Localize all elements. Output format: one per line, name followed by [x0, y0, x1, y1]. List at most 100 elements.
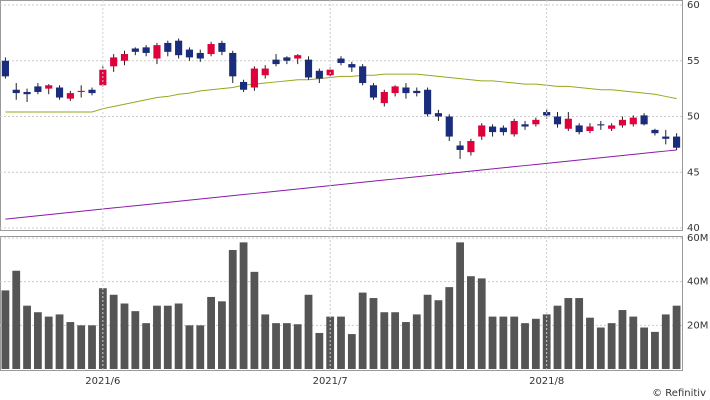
candle-body [110, 57, 118, 67]
candle-body [66, 93, 74, 99]
volume-bar [228, 250, 237, 369]
volume-bar [326, 316, 335, 369]
candle-body [207, 44, 215, 55]
volume-bar [153, 305, 161, 369]
candle-body [196, 52, 204, 59]
volume-bar [88, 325, 96, 369]
candle-body [229, 52, 237, 77]
x-tick-label: 2021/8 [529, 376, 564, 387]
volume-bar [477, 278, 486, 369]
volume-bar [358, 292, 367, 369]
candle-body [175, 40, 183, 56]
candle-body [120, 54, 129, 61]
candle-body [272, 59, 280, 65]
candle-body [488, 126, 497, 133]
volume-bar [369, 298, 378, 369]
volume-bar [423, 294, 432, 369]
volume-bar [651, 331, 659, 369]
candle-body [673, 136, 681, 148]
y-tick-label: 20M [687, 320, 708, 331]
candle-body [586, 126, 594, 131]
volume-bar [564, 298, 573, 369]
candle-body [553, 116, 562, 125]
candle-body [164, 42, 172, 52]
volume-bar [66, 322, 75, 369]
volume-bar [586, 317, 594, 369]
candle-body [575, 125, 583, 133]
volume-bar [629, 316, 638, 369]
volume-bar [196, 325, 205, 369]
volume-bar [109, 294, 118, 369]
candle-body [23, 91, 31, 95]
candle-body [608, 125, 616, 129]
credit: © Refinitiv [652, 388, 706, 399]
volume-bar [380, 312, 389, 369]
candle-body [640, 115, 648, 125]
candle-body [185, 49, 194, 58]
volume-bar [55, 314, 64, 369]
y-tick-label: 40 [687, 223, 700, 234]
volume-bar [163, 305, 172, 369]
y-tick-label: 40M [687, 277, 708, 288]
candle-body [283, 57, 291, 61]
candle-body [218, 42, 226, 52]
candle-body [315, 70, 323, 79]
volume-bar [488, 316, 497, 369]
candle-body [12, 89, 20, 94]
volume-bar [347, 334, 356, 369]
volume-bar [553, 305, 562, 369]
volume-bar [1, 290, 10, 369]
candle-body [521, 124, 529, 127]
volume-bar [467, 276, 475, 369]
volume-bar [239, 242, 248, 369]
candle-body [45, 85, 53, 89]
volume-bar [131, 311, 140, 369]
volume-bar [531, 318, 540, 369]
candle-body [445, 116, 453, 137]
candle-body [337, 58, 345, 63]
volume-bar [272, 323, 280, 369]
volume-bar [618, 310, 627, 369]
volume-bar [142, 323, 151, 369]
volume-bar [391, 312, 400, 369]
candle-body [467, 141, 475, 153]
candle-body [131, 48, 139, 52]
panel-frame [0, 0, 683, 231]
volume-bar [293, 324, 302, 369]
volume-bar [174, 303, 183, 369]
candle-body [239, 81, 248, 90]
candle-body [304, 59, 313, 78]
candle-body [651, 129, 659, 134]
candle-body [1, 60, 9, 77]
y-tick-label: 55 [687, 56, 700, 67]
candle-body [380, 91, 388, 104]
panel-frame [0, 236, 683, 371]
volume-bar [510, 316, 519, 369]
volume-bar [218, 301, 226, 369]
candle-body [348, 64, 356, 68]
volume-bar [456, 242, 464, 369]
volume-bar [575, 298, 584, 369]
volume-bar [640, 327, 649, 369]
y-tick-label: 45 [687, 167, 700, 178]
candle-body [597, 124, 605, 126]
volume-bar [207, 296, 215, 369]
candle-body [369, 85, 378, 98]
volume-bar [607, 323, 616, 369]
candle-body [499, 127, 507, 133]
volume-bar [596, 327, 605, 369]
candle-body [88, 89, 96, 94]
volume-bar [521, 323, 529, 369]
x-tick-label: 2021/6 [85, 376, 120, 387]
candle-body [55, 87, 64, 98]
moving-average-line [5, 149, 677, 220]
candle-body [629, 117, 637, 125]
candle-body [153, 45, 161, 59]
x-tick-label: 2021/7 [313, 376, 348, 387]
volume-bar [44, 316, 53, 369]
volume-bar [445, 287, 454, 369]
volume-bar [661, 314, 670, 369]
volume-bar [402, 322, 410, 369]
